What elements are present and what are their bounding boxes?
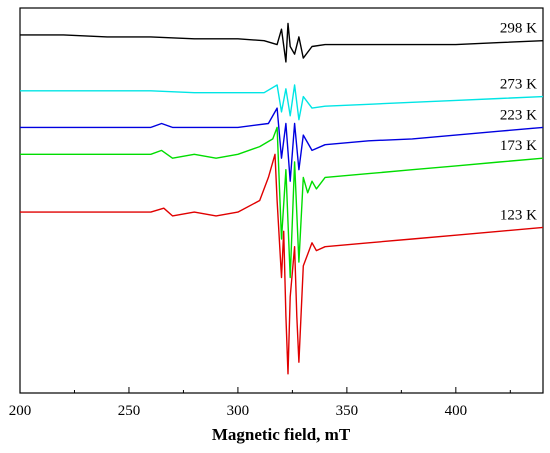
- series-labels: 298 K 273 K 223 K 173 K 123 K: [500, 21, 537, 224]
- x-axis-title: Magnetic field, mT: [212, 425, 351, 444]
- plot-frame: [19, 7, 544, 394]
- x-axis: 200 250 300 350 400: [9, 387, 511, 419]
- x-tick-label: 300: [227, 403, 250, 419]
- series-label: 123 K: [500, 207, 537, 223]
- series-label: 223 K: [500, 107, 537, 123]
- series-line-173-k: [20, 126, 544, 279]
- x-tick-label: 250: [118, 403, 141, 419]
- series-label: 273 K: [500, 77, 537, 93]
- series-line-298-k: [20, 22, 544, 63]
- series-line-273-k: [20, 84, 544, 121]
- series-line-123-k: [20, 153, 544, 375]
- series-line-223-k: [20, 107, 544, 182]
- series-label: 298 K: [500, 21, 537, 37]
- x-tick-label: 350: [336, 403, 359, 419]
- x-tick-label: 200: [9, 403, 32, 419]
- series-group: [20, 22, 544, 375]
- x-tick-label: 400: [445, 403, 468, 419]
- series-label: 173 K: [500, 138, 537, 154]
